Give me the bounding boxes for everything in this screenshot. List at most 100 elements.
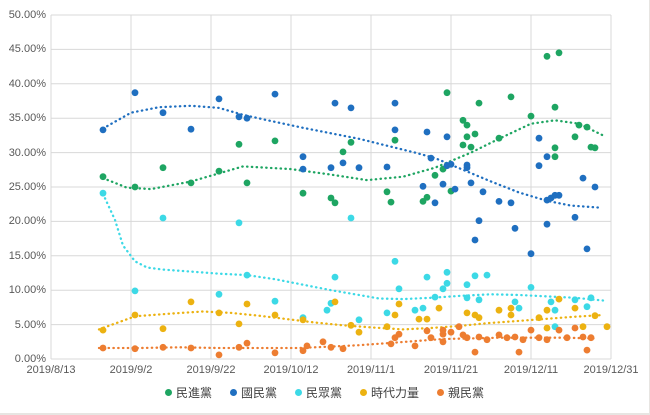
legend-item-dpp: 民進黨 [164,384,212,401]
scatter-point-pfp [411,342,419,350]
scatter-point-kmt [355,164,363,172]
scatter-point-tpp [547,298,555,306]
scatter-point-dpp [347,138,355,146]
scatter-point-kmt [543,220,551,228]
scatter-point-npp [331,298,339,306]
scatter-point-dpp [235,140,243,148]
scatter-point-dpp [431,171,439,179]
x-tick-label: 2019/12/31 [583,364,639,376]
scatter-point-kmt [299,153,307,161]
scatter-point-pfp [243,339,251,347]
scatter-point-npp [423,315,431,323]
scatter-point-tpp [511,298,519,306]
scatter-point-kmt [535,134,543,142]
scatter-point-npp [543,306,551,314]
scatter-point-kmt [463,164,471,172]
scatter-point-pfp [563,334,571,342]
scatter-point-tpp [471,272,479,280]
scatter-point-dpp [551,144,559,152]
legend-label: 民眾黨 [305,386,342,400]
scatter-point-dpp [443,89,451,97]
scatter-point-npp [535,314,543,322]
scatter-point-kmt [347,104,355,112]
scatter-point-dpp [99,173,107,181]
scatter-point-npp [131,311,139,319]
legend-item-pfp: 親民黨 [437,384,484,401]
scatter-point-pfp [439,338,447,346]
scatter-point-pfp [271,349,279,357]
scatter-point-kmt [527,250,535,258]
scatter-point-npp [215,309,223,317]
x-tick-label: 2019/10/12 [263,364,319,376]
legend-marker-icon [164,389,172,396]
scatter-point-kmt [447,160,455,168]
legend-item-tpp: 民眾黨 [294,384,342,401]
x-tick-label: 2019/11/1 [346,364,396,376]
legend: 民進黨 國民黨 民眾黨 時代力量 親民黨 [0,384,649,401]
scatter-point-npp [187,298,195,306]
scatter-point-tpp [571,296,579,304]
scatter-point-pfp [319,338,327,346]
x-tick-label: 2019/8/13 [26,364,76,376]
scatter-point-pfp [439,326,447,334]
scatter-point-dpp [339,148,347,156]
scatter-point-pfp [303,342,311,350]
y-tick-label: 35.00% [8,112,46,125]
scatter-point-dpp [387,198,395,206]
scatter-point-dpp [299,189,307,197]
scatter-point-npp [507,311,515,319]
scatter-point-kmt [479,188,487,196]
legend-marker-icon [229,389,237,396]
scatter-point-pfp [587,334,595,342]
scatter-point-dpp [159,164,167,172]
scatter-point-pfp [463,334,471,342]
scatter-point-tpp [475,296,483,304]
scatter-point-tpp [527,284,535,291]
scatter-point-pfp [555,326,563,334]
scatter-point-pfp [387,340,395,348]
scatter-point-npp [235,320,243,328]
scatter-point-tpp [551,306,559,314]
scatter-point-tpp [443,268,451,276]
scatter-point-tpp [439,285,447,293]
scatter-point-npp [391,311,399,319]
scatter-point-npp [435,304,443,312]
scatter-point-pfp [299,347,307,355]
scatter-point-pfp [455,323,463,331]
scatter-point-npp [395,300,403,308]
scatter-point-dpp [327,194,335,202]
scatter-point-tpp [463,294,471,302]
scatter-point-kmt [467,179,475,187]
scatter-point-dpp [527,112,535,120]
scatter-point-tpp [159,214,167,222]
scatter-point-pfp [427,334,435,342]
scatter-point-kmt [535,162,543,170]
scatter-point-tpp [431,293,439,301]
scatter-point-npp [507,304,515,312]
scatter-point-tpp [99,189,107,197]
scatter-point-tpp [395,285,403,293]
scatter-point-kmt [391,99,399,107]
legend-label: 親民黨 [448,386,485,400]
scatter-point-kmt [443,133,451,141]
scatter-point-kmt [583,245,591,253]
y-tick-label: 10.00% [8,284,46,297]
scatter-point-dpp [271,137,279,145]
scatter-point-kmt [327,164,335,172]
scatter-point-pfp [187,344,195,352]
scatter-point-dpp [495,134,503,142]
scatter-point-pfp [327,343,335,351]
scatter-point-kmt [439,180,447,188]
scatter-point-kmt [475,217,483,225]
scatter-point-kmt [299,165,307,173]
scatter-point-dpp [187,179,195,187]
trend-line-pfp [97,336,597,350]
scatter-point-tpp [243,271,251,279]
scatter-point-tpp [215,290,223,298]
scatter-point-pfp [519,336,527,344]
trend-line-npp [97,310,605,331]
scatter-point-dpp [463,121,471,129]
scatter-point-kmt [423,128,431,136]
scatter-point-dpp [215,167,223,175]
